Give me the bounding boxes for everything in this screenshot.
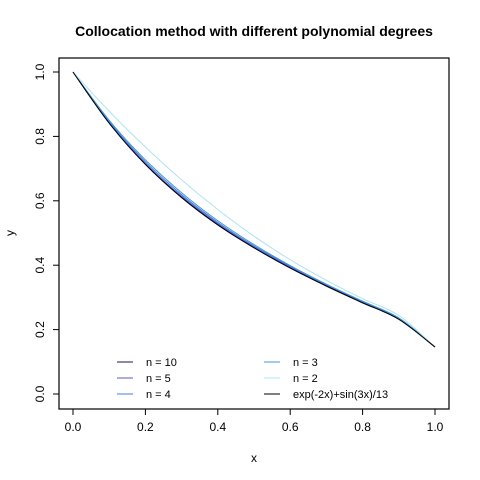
x-axis: 0.0 0.2 0.4 0.6 0.8 1.0 (65, 409, 444, 434)
x-tick-label: 0.4 (209, 420, 226, 434)
y-tick-label: 0.0 (33, 385, 47, 402)
series-line-3 (72, 71, 436, 348)
legend-label-1: n = 5 (146, 373, 171, 385)
y-tick-label: 1.0 (33, 63, 47, 80)
chart-title: Collocation method with different polyno… (75, 23, 433, 39)
y-axis-label: y (3, 230, 17, 236)
y-axis: 0.0 0.2 0.4 0.6 0.8 1.0 (33, 63, 59, 402)
legend: n = 10 n = 5 n = 4 n = 3 n = 2 exp(-2x)+sin(3… (117, 357, 388, 401)
y-tick-label: 0.4 (33, 257, 47, 274)
y-tick-label: 0.6 (33, 192, 47, 209)
series-line-5 (72, 71, 436, 348)
x-tick-label: 0.8 (354, 420, 371, 434)
x-tick-label: 0.2 (137, 420, 154, 434)
series-layer (72, 71, 436, 348)
legend-label-0: n = 10 (146, 357, 177, 369)
series-line-4 (72, 71, 436, 348)
legend-label-5: exp(-2x)+sin(3x)/13 (293, 389, 388, 401)
plot-frame (58, 57, 450, 410)
x-axis-label: x (251, 451, 257, 465)
x-tick-label: 0.6 (282, 420, 299, 434)
y-tick-label: 0.2 (33, 321, 47, 338)
plot-border (58, 57, 450, 410)
x-tick-label: 1.0 (427, 420, 444, 434)
legend-label-4: n = 2 (293, 373, 318, 385)
y-tick-label: 0.8 (33, 128, 47, 145)
legend-label-2: n = 4 (146, 389, 171, 401)
legend-label-3: n = 3 (293, 357, 318, 369)
x-tick-label: 0.0 (65, 420, 82, 434)
